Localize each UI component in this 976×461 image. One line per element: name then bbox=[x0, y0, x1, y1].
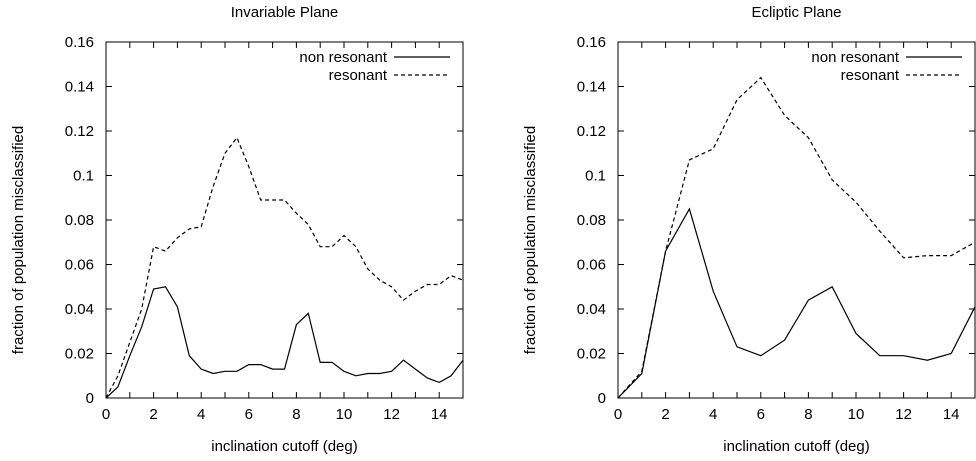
y-tick-label: 0.16 bbox=[65, 34, 94, 51]
y-tick-label: 0.16 bbox=[577, 34, 606, 51]
chart-title: Invariable Plane bbox=[231, 4, 339, 21]
y-tick-label: 0.08 bbox=[577, 212, 606, 229]
y-axis-label: fraction of population misclassified bbox=[522, 126, 539, 354]
x-tick-label: 6 bbox=[757, 406, 765, 423]
y-tick-label: 0.02 bbox=[65, 346, 94, 363]
y-tick-label: 0.08 bbox=[65, 212, 94, 229]
y-tick-label: 0.14 bbox=[577, 79, 606, 96]
x-tick-label: 8 bbox=[804, 406, 812, 423]
legend-label: non resonant bbox=[299, 49, 387, 66]
x-tick-label: 0 bbox=[102, 406, 110, 423]
x-tick-label: 12 bbox=[895, 406, 912, 423]
x-tick-label: 12 bbox=[383, 406, 400, 423]
x-tick-label: 2 bbox=[149, 406, 157, 423]
y-tick-label: 0 bbox=[598, 390, 606, 407]
x-tick-label: 4 bbox=[197, 406, 205, 423]
y-tick-label: 0.06 bbox=[65, 257, 94, 274]
x-tick-label: 14 bbox=[431, 406, 448, 423]
series-line-1 bbox=[105, 136, 464, 399]
y-tick-label: 0.06 bbox=[577, 257, 606, 274]
x-axis-label: inclination cutoff (deg) bbox=[211, 438, 357, 455]
series-line-0 bbox=[617, 207, 976, 399]
legend-label: non resonant bbox=[811, 49, 899, 66]
plot-frame bbox=[617, 41, 976, 399]
x-tick-label: 10 bbox=[336, 406, 353, 423]
x-axis-label: inclination cutoff (deg) bbox=[723, 438, 869, 455]
chart-panel-0: Invariable Plane 0 0.02 0.04 0.06 0.08 0.1 0.12… bbox=[10, 4, 464, 455]
y-tick-label: 0.1 bbox=[585, 168, 606, 185]
y-axis-label: fraction of population misclassified bbox=[10, 126, 27, 354]
x-tick-label: 0 bbox=[614, 406, 622, 423]
x-tick-label: 4 bbox=[709, 406, 717, 423]
x-tick-label: 10 bbox=[848, 406, 865, 423]
y-tick-label: 0.12 bbox=[65, 123, 94, 140]
chart-panel-1: Ecliptic Plane 0 0.02 0.04 0.06 0.08 0.1 0.12 0.… bbox=[522, 4, 976, 455]
y-tick-label: 0.1 bbox=[73, 168, 94, 185]
x-tick-label: 2 bbox=[661, 406, 669, 423]
y-tick-label: 0.14 bbox=[65, 79, 94, 96]
y-tick-label: 0 bbox=[86, 390, 94, 407]
plot-frame bbox=[105, 41, 464, 399]
series-line-1 bbox=[617, 76, 976, 399]
y-tick-label: 0.02 bbox=[577, 346, 606, 363]
x-tick-label: 8 bbox=[292, 406, 300, 423]
legend-label: resonant bbox=[329, 67, 388, 84]
legend-label: resonant bbox=[841, 67, 900, 84]
y-tick-label: 0.04 bbox=[65, 301, 94, 318]
chart-title: Ecliptic Plane bbox=[751, 4, 841, 21]
x-tick-label: 14 bbox=[943, 406, 960, 423]
series-line-0 bbox=[105, 286, 464, 399]
y-tick-label: 0.04 bbox=[577, 301, 606, 318]
x-tick-label: 6 bbox=[245, 406, 253, 423]
y-tick-label: 0.12 bbox=[577, 123, 606, 140]
